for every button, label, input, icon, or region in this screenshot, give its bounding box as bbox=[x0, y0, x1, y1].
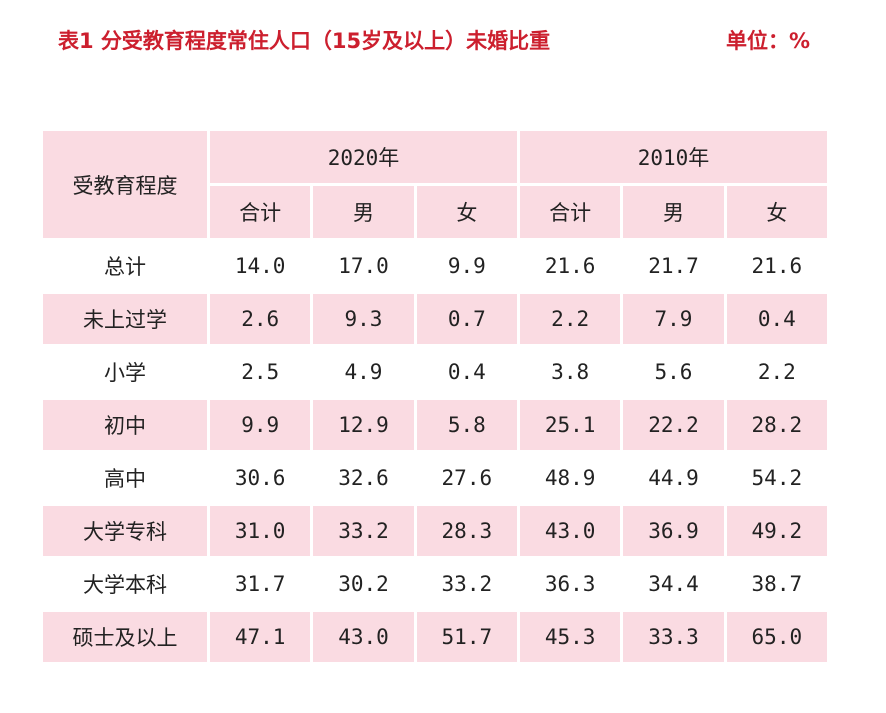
cell-value: 32.6 bbox=[313, 453, 414, 503]
table-title: 表1 分受教育程度常住人口（15岁及以上）未婚比重 单位：% bbox=[58, 24, 828, 58]
cell-value: 36.9 bbox=[623, 506, 724, 556]
subheader-female-2010: 女 bbox=[726, 186, 827, 238]
cell-value: 4.9 bbox=[313, 347, 414, 397]
cell-value: 30.2 bbox=[313, 559, 414, 609]
corner-header: 受教育程度 bbox=[43, 131, 207, 238]
cell-value: 43.0 bbox=[313, 612, 414, 662]
cell-value: 2.2 bbox=[519, 294, 621, 344]
table-row: 高中 30.6 32.6 27.6 48.9 44.9 54.2 bbox=[43, 453, 827, 503]
cell-value: 33.3 bbox=[623, 612, 724, 662]
cell-value: 28.2 bbox=[726, 400, 827, 450]
subheader-female-2020: 女 bbox=[416, 186, 517, 238]
cell-value: 17.0 bbox=[313, 241, 414, 291]
table-row: 硕士及以上 47.1 43.0 51.7 45.3 33.3 65.0 bbox=[43, 612, 827, 662]
cell-value: 36.3 bbox=[519, 559, 621, 609]
cell-value: 34.4 bbox=[623, 559, 724, 609]
unit-label: 单位：% bbox=[725, 29, 810, 53]
subheader-male-2010: 男 bbox=[623, 186, 724, 238]
cell-value: 31.7 bbox=[210, 559, 311, 609]
subheader-total-2010: 合计 bbox=[519, 186, 621, 238]
table-row: 总计 14.0 17.0 9.9 21.6 21.7 21.6 bbox=[43, 241, 827, 291]
cell-value: 48.9 bbox=[519, 453, 621, 503]
cell-value: 33.2 bbox=[313, 506, 414, 556]
table-row: 初中 9.9 12.9 5.8 25.1 22.2 28.2 bbox=[43, 400, 827, 450]
cell-value: 31.0 bbox=[210, 506, 311, 556]
row-label: 大学本科 bbox=[43, 559, 207, 609]
row-label: 未上过学 bbox=[43, 294, 207, 344]
row-label: 小学 bbox=[43, 347, 207, 397]
header-row-sub: 合计 男 女 合计 男 女 bbox=[43, 186, 827, 238]
cell-value: 5.8 bbox=[416, 400, 517, 450]
cell-value: 33.2 bbox=[416, 559, 517, 609]
cell-value: 65.0 bbox=[726, 612, 827, 662]
cell-value: 28.3 bbox=[416, 506, 517, 556]
cell-value: 47.1 bbox=[210, 612, 311, 662]
cell-value: 44.9 bbox=[623, 453, 724, 503]
cell-value: 9.3 bbox=[313, 294, 414, 344]
table-row: 大学本科 31.7 30.2 33.2 36.3 34.4 38.7 bbox=[43, 559, 827, 609]
row-label: 高中 bbox=[43, 453, 207, 503]
cell-value: 7.9 bbox=[623, 294, 724, 344]
year-header-2020: 2020年 bbox=[210, 131, 517, 183]
cell-value: 22.2 bbox=[623, 400, 724, 450]
cell-value: 3.8 bbox=[519, 347, 621, 397]
table-title-text: 表1 分受教育程度常住人口（15岁及以上）未婚比重 bbox=[58, 29, 551, 53]
cell-value: 21.6 bbox=[519, 241, 621, 291]
cell-value: 49.2 bbox=[726, 506, 827, 556]
cell-value: 38.7 bbox=[726, 559, 827, 609]
cell-value: 2.2 bbox=[726, 347, 827, 397]
table-row: 大学专科 31.0 33.2 28.3 43.0 36.9 49.2 bbox=[43, 506, 827, 556]
year-header-2010: 2010年 bbox=[519, 131, 827, 183]
table-row: 未上过学 2.6 9.3 0.7 2.2 7.9 0.4 bbox=[43, 294, 827, 344]
table-body: 总计 14.0 17.0 9.9 21.6 21.7 21.6 未上过学 2.6… bbox=[43, 241, 827, 662]
cell-value: 0.7 bbox=[416, 294, 517, 344]
cell-value: 0.4 bbox=[726, 294, 827, 344]
cell-value: 9.9 bbox=[416, 241, 517, 291]
cell-value: 0.4 bbox=[416, 347, 517, 397]
cell-value: 43.0 bbox=[519, 506, 621, 556]
cell-value: 45.3 bbox=[519, 612, 621, 662]
row-label: 大学专科 bbox=[43, 506, 207, 556]
cell-value: 30.6 bbox=[210, 453, 311, 503]
cell-value: 51.7 bbox=[416, 612, 517, 662]
subheader-male-2020: 男 bbox=[313, 186, 414, 238]
cell-value: 21.6 bbox=[726, 241, 827, 291]
cell-value: 25.1 bbox=[519, 400, 621, 450]
cell-value: 27.6 bbox=[416, 453, 517, 503]
cell-value: 12.9 bbox=[313, 400, 414, 450]
subheader-total-2020: 合计 bbox=[210, 186, 311, 238]
cell-value: 14.0 bbox=[210, 241, 311, 291]
cell-value: 9.9 bbox=[210, 400, 311, 450]
row-label: 总计 bbox=[43, 241, 207, 291]
table-row: 小学 2.5 4.9 0.4 3.8 5.6 2.2 bbox=[43, 347, 827, 397]
cell-value: 21.7 bbox=[623, 241, 724, 291]
cell-value: 2.5 bbox=[210, 347, 311, 397]
cell-value: 2.6 bbox=[210, 294, 311, 344]
row-label: 硕士及以上 bbox=[43, 612, 207, 662]
header-row-years: 受教育程度 2020年 2010年 bbox=[43, 131, 827, 238]
cell-value: 5.6 bbox=[623, 347, 724, 397]
cell-value: 54.2 bbox=[726, 453, 827, 503]
marriage-rate-table: 受教育程度 2020年 2010年 合计 男 女 合计 男 女 总计 14.0 … bbox=[40, 128, 830, 665]
row-label: 初中 bbox=[43, 400, 207, 450]
